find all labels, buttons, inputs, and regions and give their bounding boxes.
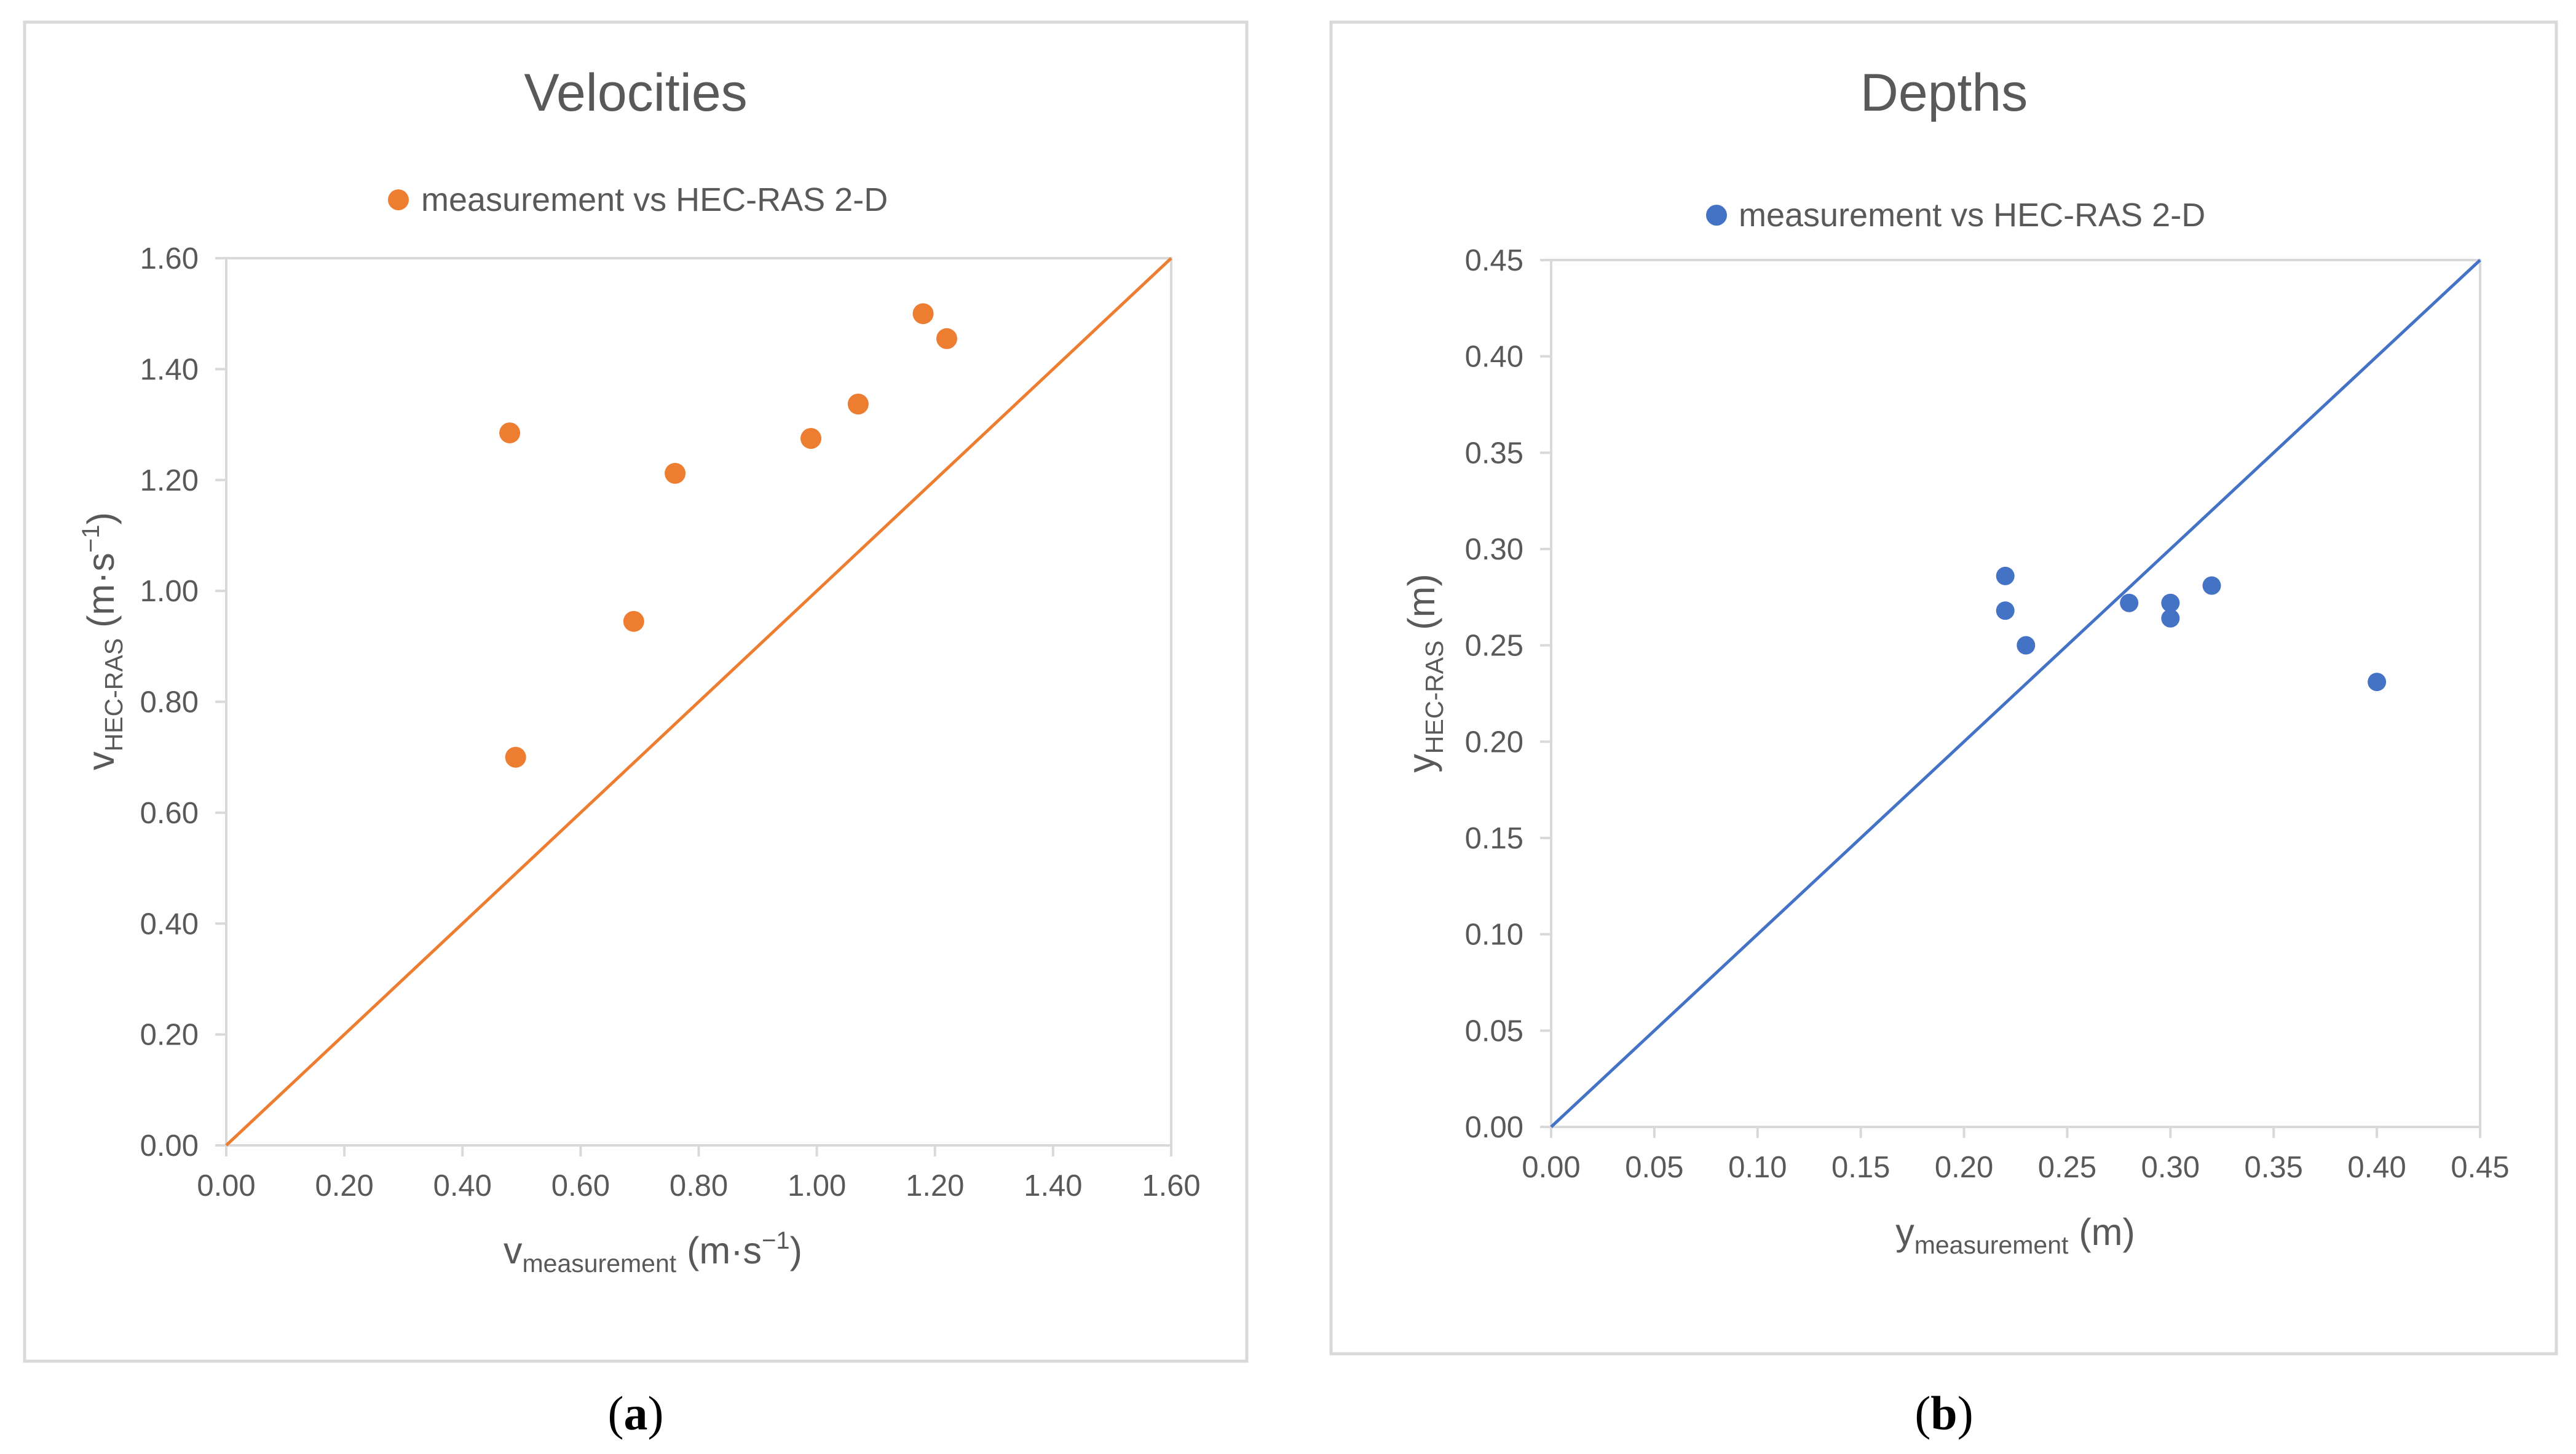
velocities-panel: Velocities measurement vs HEC-RAS 2-D 0.…: [23, 20, 1249, 1363]
data-point: [2120, 593, 2139, 612]
x-tick-label: 0.25: [2038, 1151, 2096, 1184]
data-point: [2161, 593, 2180, 612]
y-tick-label: 1.60: [140, 242, 199, 275]
y-tick-label: 0.30: [1465, 533, 1523, 566]
x-tick-label: 0.20: [315, 1169, 373, 1203]
chart-frame: [23, 20, 1249, 1363]
chart-frame: [1329, 20, 2558, 1356]
x-tick-label: 0.30: [2141, 1151, 2200, 1184]
chart-title: Depths: [1860, 63, 2028, 122]
y-tick-label: 0.00: [140, 1129, 199, 1163]
y-tick-labels: 0.00 0.05 0.10 0.15 0.20 0.25 0.30 0.35 0.40 0.45: [1465, 244, 1523, 1144]
y-tick-label: 0.20: [1465, 725, 1523, 759]
data-point: [1996, 566, 2015, 585]
reference-line: [1550, 259, 2481, 1128]
y-tick-label: 0.15: [1465, 822, 1523, 855]
y-tick-label: 0.35: [1465, 437, 1523, 470]
data-point: [847, 393, 869, 415]
data-point: [623, 610, 644, 632]
y-tick-label: 0.20: [140, 1019, 199, 1052]
x-tick-label: 0.00: [1522, 1151, 1580, 1184]
x-axis-label: ymeasurement (m): [1895, 1211, 2135, 1259]
legend-label: measurement vs HEC-RAS 2-D: [421, 181, 888, 218]
legend-marker: [1706, 205, 1727, 226]
y-tick-label: 1.40: [140, 353, 199, 386]
data-point: [2161, 609, 2180, 628]
x-tick-label: 1.40: [1024, 1169, 1082, 1203]
y-tick-label: 0.60: [140, 797, 199, 830]
x-tick-label: 0.40: [2347, 1151, 2406, 1184]
legend: measurement vs HEC-RAS 2-D: [1706, 197, 2205, 234]
panel-caption-b: (b): [1914, 1386, 1973, 1440]
y-tick-label: 0.40: [1465, 341, 1523, 374]
data-points: [1550, 259, 2481, 1128]
data-point: [665, 462, 686, 484]
y-tick-label: 1.20: [140, 464, 199, 497]
data-points: [225, 257, 1172, 1147]
legend: measurement vs HEC-RAS 2-D: [388, 181, 888, 218]
x-tick-label: 0.05: [1625, 1151, 1683, 1184]
data-point: [2202, 576, 2221, 595]
y-tick-label: 0.00: [1465, 1111, 1523, 1144]
y-tick-label: 1.00: [140, 575, 199, 608]
data-point: [936, 328, 957, 349]
x-tick-label: 0.60: [551, 1169, 610, 1203]
x-tick-labels: 0.00 0.20 0.40 0.60 0.80 1.00 1.20 1.40 1.60: [197, 1169, 1200, 1203]
data-point: [800, 428, 822, 449]
y-tick-label: 0.10: [1465, 919, 1523, 952]
panel-caption-a: (a): [608, 1386, 664, 1440]
y-tick-label: 0.45: [1465, 244, 1523, 277]
legend-marker: [388, 189, 409, 210]
y-tick-label: 0.25: [1465, 630, 1523, 663]
y-tick-label: 0.80: [140, 686, 199, 719]
x-tick-label: 0.40: [433, 1169, 492, 1203]
x-tick-label: 0.20: [1935, 1151, 1993, 1184]
x-tick-label: 0.45: [2451, 1151, 2509, 1184]
x-tick-labels: 0.00 0.05 0.10 0.15 0.20 0.25 0.30 0.35 0.40 0.45: [1522, 1151, 2509, 1184]
x-tick-label: 1.00: [788, 1169, 846, 1203]
y-tick-label: 0.40: [140, 907, 199, 941]
data-point: [2017, 636, 2036, 655]
data-point: [912, 303, 934, 325]
y-axis-label: vHEC-RAS (m·s−1): [77, 512, 128, 770]
reference-line: [225, 257, 1172, 1147]
plot-border: [1550, 259, 2481, 1128]
plot-area: [1540, 259, 2481, 1138]
x-tick-label: 1.60: [1142, 1169, 1200, 1203]
x-tick-label: 0.15: [1831, 1151, 1890, 1184]
x-axis-label: vmeasurement (m·s−1): [504, 1227, 802, 1278]
x-tick-label: 0.80: [670, 1169, 728, 1203]
data-point: [505, 746, 526, 768]
x-tick-label: 0.35: [2245, 1151, 2303, 1184]
y-axis-label: yHEC-RAS (m): [1401, 574, 1448, 772]
chart-title: Velocities: [524, 63, 747, 122]
x-tick-label: 0.10: [1728, 1151, 1787, 1184]
y-tick-label: 0.05: [1465, 1014, 1523, 1048]
data-point: [1996, 601, 2015, 620]
x-tick-label: 1.20: [906, 1169, 964, 1203]
data-point: [2368, 673, 2387, 692]
depths-panel: Depths measurement vs HEC-RAS 2-D 0.00 0.…: [1329, 20, 2558, 1356]
data-point: [499, 422, 521, 444]
y-tick-labels: 0.00 0.20 0.40 0.60 0.80 1.00 1.20 1.40 1.60: [140, 242, 199, 1163]
x-tick-label: 0.00: [197, 1169, 255, 1203]
legend-label: measurement vs HEC-RAS 2-D: [1739, 197, 2205, 234]
plot-area: [215, 257, 1172, 1156]
